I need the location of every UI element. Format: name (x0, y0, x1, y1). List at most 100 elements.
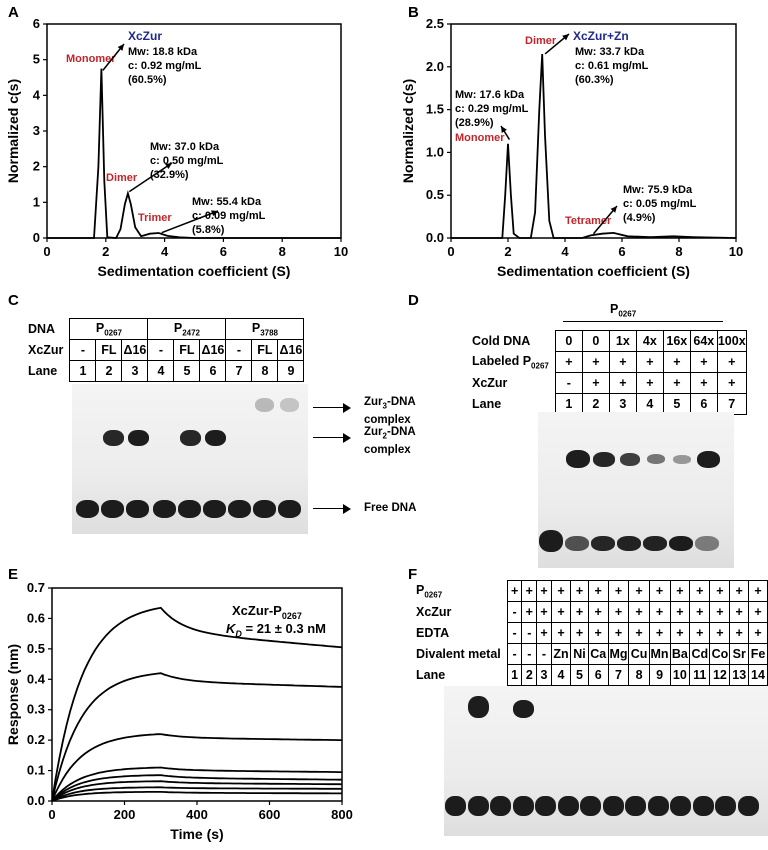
chart-a-xtick-label: 8 (279, 244, 286, 259)
gel-d-free-band (695, 536, 719, 551)
f-metal-cell: - (536, 643, 552, 665)
f-metal-cell: Fe (747, 643, 768, 665)
gel-d-complex-band (593, 451, 615, 467)
f-metal-cell: - (506, 643, 523, 665)
f-p-cell: + (689, 580, 711, 602)
row-label-lane-d: Lane (472, 397, 502, 411)
chart-b-monomer-label: Monomer (455, 132, 505, 144)
chart-b-ytick-label: 2.0 (426, 59, 444, 74)
chart-b-ytick-label: 1.0 (426, 144, 444, 159)
chart-b-ytick-label: 0.0 (426, 230, 444, 245)
chart-a-ylabel: Normalized c(s) (5, 79, 21, 183)
gel-d-complex-band (673, 454, 691, 464)
chart-b-monomer-mw: Mw: 17.6 kDa (455, 89, 525, 101)
panel-label-e: E (8, 566, 19, 583)
chart-a-trimer-pct: (5.8%) (192, 224, 225, 236)
c-lane-cell: 8 (251, 360, 279, 382)
d-cold-cell: 0 (554, 330, 583, 352)
c-lane-cell: 4 (147, 360, 175, 382)
gel-f-free-band (512, 796, 534, 816)
f-p-cell: + (628, 580, 650, 602)
chart-e-ytick-label: 0.2 (27, 732, 45, 747)
chart-e-series-line (51, 766, 342, 802)
f-edta-cell: + (607, 622, 630, 644)
f-edta-cell: + (669, 622, 691, 644)
chart-a-trimer-arrow (161, 210, 219, 234)
panel-label-a: A (8, 4, 19, 21)
chart-b-xtick-label: 2 (504, 244, 511, 259)
f-edta-cell: - (506, 622, 523, 644)
f-metal-cell: Co (709, 643, 731, 665)
panel-d-header: P0267 (610, 302, 637, 319)
f-edta-cell: + (729, 622, 749, 644)
f-lane-cell: 4 (550, 664, 572, 686)
chart-a-trimer-mw: Mw: 55.4 kDa (192, 196, 262, 208)
chart-a-trimer-arrow-head (211, 210, 218, 217)
gel-c-zur2-band (180, 430, 201, 446)
chart-b-xlabel: Sedimentation coefficient (S) (497, 263, 690, 279)
chart-e-ytick-label: 0.0 (27, 793, 45, 808)
f-metal-cell: Sr (729, 643, 749, 665)
chart-b-xtick-label: 8 (675, 244, 682, 259)
chart-e-ytick-label: 0.4 (27, 671, 46, 686)
gel-c-zur2-band (103, 430, 124, 446)
chart-e-xtick-label: 600 (259, 807, 281, 822)
f-lane-cell: 9 (648, 664, 671, 686)
c-xczur-cell: - (147, 339, 175, 361)
d-labeled-cell: + (689, 351, 718, 373)
chart-e-title: XcZur-P0267 (232, 603, 302, 621)
f-metal-cell: Ni (570, 643, 589, 665)
chart-a-xtick-label: 10 (334, 244, 348, 259)
gel-f-free-band (580, 796, 601, 816)
gel-f-free-band (670, 796, 691, 816)
d-cold-cell: 100x (716, 330, 747, 352)
chart-a-monomer-conc: c: 0.92 mg/mL (128, 60, 202, 72)
gel-f-complex-band (512, 700, 534, 718)
c-lane-cell: 3 (121, 360, 149, 382)
chart-a-monomer-arrow-head (117, 44, 124, 51)
panel-c-table: DNA P0267 P2472 P3788 XcZur - FL Δ16- FL Δ16… (28, 318, 305, 382)
chart-e-xtick-label: 0 (48, 807, 55, 822)
f-lane-cell: 8 (628, 664, 650, 686)
chart-e-series-line (51, 791, 342, 802)
gel-c-free-dna-band (76, 500, 99, 518)
c-lane-cell: 6 (199, 360, 227, 382)
f-lane-cell: 14 (747, 664, 768, 686)
f-edta-cell: + (689, 622, 711, 644)
gel-c-arrow-head (343, 433, 351, 443)
gel-f-free-band (445, 796, 466, 816)
f-lane-cell: 12 (709, 664, 731, 686)
f-metal-cell: Cd (689, 643, 711, 665)
gel-c-zur2-band (205, 430, 226, 446)
f-metal-cell: Ca (587, 643, 609, 665)
gel-f-free-band (715, 796, 736, 816)
gel-d-complex-band (647, 454, 665, 464)
gel-c-arrow-label: Free DNA (364, 502, 417, 514)
f-xczur-cell: + (747, 601, 768, 623)
chart-a-dimer-mw: Mw: 37.0 kDa (150, 141, 220, 153)
gel-f-free-band (602, 796, 624, 816)
gel-c-arrow (313, 437, 347, 438)
row-label-lane: Lane (28, 364, 58, 378)
row-label-metal: Divalent metal (416, 647, 501, 661)
f-lane-cell: 5 (570, 664, 589, 686)
chart-b-ytick-label: 1.5 (426, 102, 444, 117)
gel-f-free-band (737, 796, 759, 816)
row-label-cold-dna: Cold DNA (472, 334, 531, 348)
f-lane-cell: 1 (506, 664, 523, 686)
gel-c-free-dna-band (228, 500, 251, 518)
chart-b-dimer-pct: (60.3%) (575, 74, 614, 86)
chart-a-dimer-conc: c: 0.50 mg/mL (150, 155, 224, 167)
c-lane-cell: 9 (277, 360, 305, 382)
chart-a-xtick-label: 0 (43, 244, 50, 259)
d-labeled-cell: + (554, 351, 583, 373)
chart-a-dimer-label: Dimer (106, 172, 138, 184)
chart-e-xlabel: Time (s) (170, 826, 223, 842)
c-xczur-cell: FL (95, 339, 123, 361)
gel-c-free-dna-band (178, 500, 201, 518)
f-lane-cell: 11 (689, 664, 711, 686)
d-labeled-cell: + (581, 351, 610, 373)
chart-b-tetramer-label: Tetramer (565, 215, 612, 227)
d-cold-cell: 4x (635, 330, 664, 352)
chart-b-tetramer-arrow-head (610, 206, 617, 213)
